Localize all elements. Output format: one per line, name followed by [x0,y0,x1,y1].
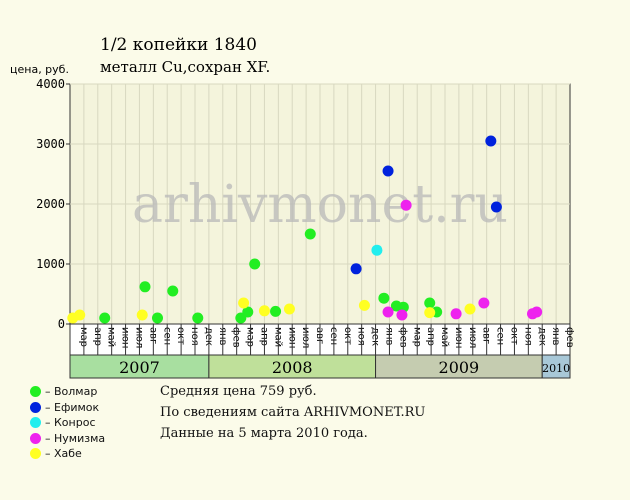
legend-label: – Нумизма [45,431,106,445]
y-tick-label: 4000 [36,77,65,91]
data-point [270,305,282,317]
legend-marker-icon [30,417,41,429]
y-tick-label: 1000 [36,257,65,271]
data-point [450,308,462,320]
chart-title-line1: 1/2 копейки 1840 [100,35,257,55]
data-point [531,306,543,318]
data-point [99,312,111,324]
watermark: arhivmonet.ru [132,175,508,235]
data-point [378,292,390,304]
date-note: Данные на 5 марта 2010 года. [160,426,368,441]
legend-item: – Волмар [30,384,105,400]
data-point [478,297,490,309]
info-notes: Средняя цена 759 руб. По сведениям сайта… [160,381,425,444]
data-point [382,306,394,318]
legend-marker-icon [30,401,41,413]
data-point [139,281,151,293]
year-band [541,354,571,379]
data-point [192,312,204,324]
legend-label: – Хабе [45,447,82,461]
data-point [238,297,250,309]
year-label: 2008 [272,358,313,377]
data-point [400,199,412,211]
data-point [371,244,383,256]
data-point [424,297,436,309]
legend-item: – Нумизма [30,431,105,447]
legend-marker-icon [30,448,41,460]
year-label: 2010 [542,362,570,375]
legend-marker-icon [30,386,41,398]
y-axis-label: цена, руб. [10,63,69,76]
y-tick-label: 0 [58,317,65,331]
data-point [490,201,502,213]
data-point [136,309,148,321]
data-point [304,228,316,240]
legend-label: – Конрос [45,416,96,430]
x-tick-label: фев [564,327,575,348]
data-point [152,312,163,324]
legend-label: – Волмар [45,385,98,399]
data-point [424,307,436,319]
legend-item: – Конрос [30,415,105,431]
legend-item: – Ефимок [30,400,105,416]
data-point [167,285,179,297]
data-point [485,135,497,147]
source-note: По сведениям сайта ARHIVMONET.RU [160,405,426,420]
data-point [358,299,370,311]
data-point [350,263,362,275]
data-point [249,258,261,270]
year-label: 2009 [439,358,480,377]
y-tick-label: 3000 [36,137,65,151]
data-point [283,303,295,315]
data-point [464,303,476,315]
legend-marker-icon [30,432,41,444]
legend-item: – Хабе [30,446,105,462]
data-point [74,309,86,321]
y-tick-label: 2000 [36,197,65,211]
data-point [242,306,254,318]
average-price-note: Средняя цена 759 руб. [160,384,317,399]
legend-label: – Ефимок [45,400,100,414]
legend: – Волмар – Ефимок – Конрос – Нумизма – Хабе [30,384,105,462]
chart-title-line2: металл Cu,сохран XF. [100,58,270,76]
data-point [396,309,408,321]
data-point [382,165,394,177]
year-label: 2007 [119,358,160,377]
data-point [258,305,270,317]
